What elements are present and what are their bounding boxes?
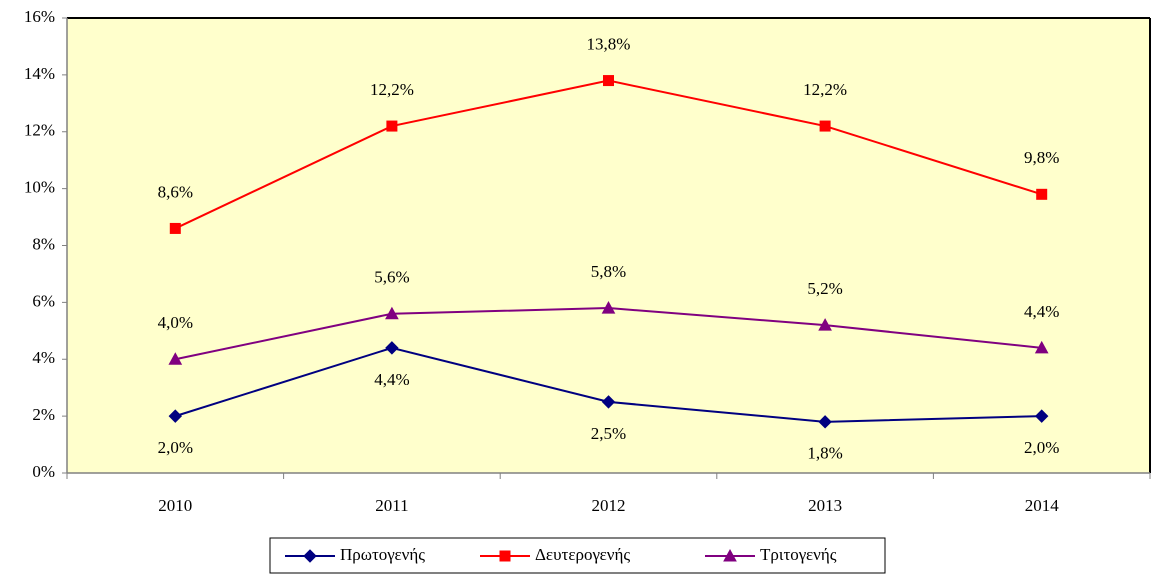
data-label: 2,0% — [1024, 438, 1059, 457]
data-point — [601, 301, 616, 314]
data-point — [1034, 409, 1049, 423]
x-tick-label: 2013 — [808, 496, 842, 515]
data-label: 12,2% — [803, 80, 847, 99]
x-tick-label: 2012 — [592, 496, 626, 515]
y-tick-label: 12% — [24, 121, 55, 140]
legend-marker — [723, 548, 737, 562]
data-point — [603, 75, 614, 87]
x-tick-label: 2014 — [1025, 496, 1060, 515]
legend — [269, 537, 886, 574]
data-point — [1034, 340, 1049, 354]
data-label: 8,6% — [158, 182, 193, 201]
x-tick-label: 2011 — [375, 496, 408, 515]
legend-label: Τριτογενής — [760, 545, 837, 564]
x-tick-label: 2010 — [158, 496, 192, 515]
legend-marker — [303, 549, 317, 563]
legend-label: Πρωτογενής — [340, 545, 425, 564]
y-tick-label: 4% — [32, 348, 55, 367]
data-point — [168, 352, 183, 365]
data-label: 4,4% — [374, 370, 409, 389]
data-label: 2,5% — [591, 424, 626, 443]
data-label: 2,0% — [158, 438, 193, 457]
data-label: 13,8% — [587, 34, 631, 53]
data-label: 5,6% — [374, 268, 409, 287]
data-label: 5,8% — [591, 262, 626, 281]
data-point — [386, 120, 398, 132]
data-label: 1,8% — [807, 444, 842, 463]
data-point — [818, 415, 832, 429]
data-label: 4,0% — [158, 313, 193, 332]
data-point — [168, 409, 183, 423]
y-tick-label: 14% — [24, 64, 55, 83]
data-point — [385, 306, 399, 320]
y-tick-label: 0% — [32, 462, 55, 481]
data-label: 12,2% — [370, 80, 414, 99]
data-point — [819, 120, 831, 132]
data-point — [385, 341, 399, 355]
legend-label: Δευτερογενής — [535, 545, 630, 564]
data-label: 5,2% — [807, 279, 842, 298]
data-point — [818, 318, 832, 331]
data-point — [601, 395, 616, 409]
y-tick-label: 6% — [32, 291, 55, 310]
legend-marker — [499, 550, 511, 562]
y-tick-label: 2% — [32, 405, 55, 424]
data-label: 4,4% — [1024, 302, 1059, 321]
data-point — [1036, 188, 1048, 200]
data-label: 9,8% — [1024, 148, 1059, 167]
y-tick-label: 10% — [24, 178, 55, 197]
y-tick-label: 8% — [32, 234, 55, 253]
data-point — [169, 222, 181, 234]
y-tick-label: 16% — [24, 7, 55, 26]
